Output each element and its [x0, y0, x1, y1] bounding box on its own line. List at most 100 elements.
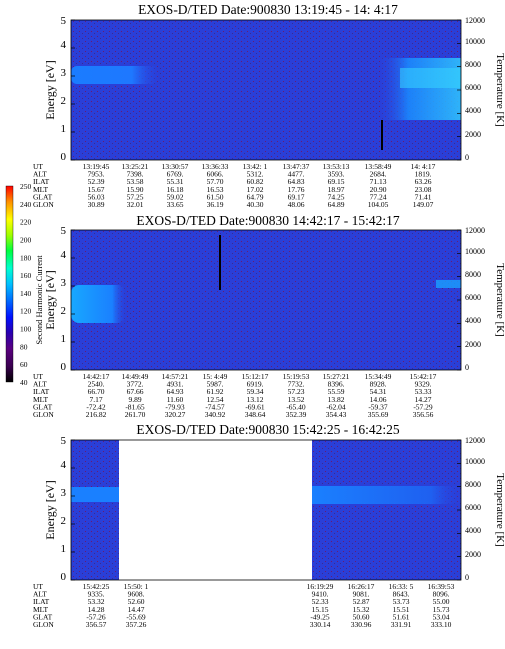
- tick-label: 1: [61, 333, 67, 345]
- table-cell: 53.73: [393, 597, 410, 606]
- table-cell: 71.41: [415, 192, 432, 201]
- colorbar-tick: 100: [20, 325, 32, 334]
- tick-label: 4: [61, 39, 67, 51]
- tick-label: 4: [61, 249, 67, 261]
- table-cell: 59.34: [247, 387, 264, 396]
- panel-3-energy-axis: 0 1 2 3 4 5 Energy [eV]: [43, 435, 67, 583]
- tick-label: 6000: [465, 83, 481, 92]
- table-cell: 55.00: [433, 597, 450, 606]
- tick-label: 3: [61, 487, 67, 499]
- tick-label: 0: [61, 361, 67, 373]
- table-cell: 23.08: [415, 185, 432, 194]
- table-cell: 13:53:13: [323, 162, 350, 171]
- table-cell: 4477.: [288, 170, 305, 179]
- table-cell: 355.69: [368, 410, 389, 419]
- row-label: GLON: [33, 200, 54, 209]
- table-cell: 32.01: [127, 200, 144, 209]
- table-cell: 15:42:17: [410, 372, 437, 381]
- table-cell: -59.37: [368, 402, 388, 411]
- tick-label: 1: [61, 543, 67, 555]
- row-label: ILAT: [33, 177, 50, 186]
- table-cell: 18.97: [328, 185, 345, 194]
- table-cell: 9.89: [128, 395, 141, 404]
- table-cell: 15:27:21: [323, 372, 350, 381]
- tick-label: 0: [465, 573, 469, 582]
- table-cell: 331.91: [391, 620, 412, 629]
- table-cell: 69.15: [328, 177, 345, 186]
- table-cell: 16:33: 5: [389, 582, 414, 591]
- table-cell: 15.15: [312, 605, 329, 614]
- tick-label: 2000: [465, 130, 481, 139]
- table-cell: 13:47:37: [283, 162, 310, 171]
- table-cell: -81.65: [125, 402, 145, 411]
- table-cell: 17.76: [288, 185, 305, 194]
- table-cell: 15:19:53: [283, 372, 310, 381]
- colorbar-tick: 60: [20, 360, 28, 369]
- panel-2: EXOS-D/TED Date:900830 14:42:17 - 15:42:…: [33, 213, 505, 419]
- table-cell: 9329.: [415, 380, 432, 389]
- table-cell: 13:25:21: [122, 162, 149, 171]
- table-cell: 357.26: [126, 620, 147, 629]
- panel-3-band-left: [71, 487, 119, 502]
- table-cell: 77.24: [370, 192, 387, 201]
- table-cell: 52.87: [353, 597, 370, 606]
- table-cell: 14:42:17: [83, 372, 110, 381]
- row-label: GLAT: [33, 192, 53, 201]
- table-cell: 66.70: [88, 387, 105, 396]
- table-cell: 9081.: [353, 590, 370, 599]
- table-cell: 7732.: [288, 380, 305, 389]
- table-cell: 149.07: [413, 200, 434, 209]
- table-cell: 64.79: [247, 192, 264, 201]
- table-cell: 340.92: [205, 410, 226, 419]
- table-cell: 1819.: [415, 170, 432, 179]
- table-cell: -49.25: [310, 612, 330, 621]
- table-cell: 14:57:21: [162, 372, 189, 381]
- table-cell: 20.90: [370, 185, 387, 194]
- table-cell: -55.69: [126, 612, 146, 621]
- panel-2-title: EXOS-D/TED Date:900830 14:42:17 - 15:42:…: [136, 213, 399, 228]
- table-cell: 71.13: [370, 177, 387, 186]
- tick-label: 10000: [465, 37, 485, 46]
- table-cell: 16.18: [167, 185, 184, 194]
- table-cell: 14.28: [88, 605, 105, 614]
- table-cell: 13.82: [328, 395, 345, 404]
- table-cell: 8396.: [328, 380, 345, 389]
- table-cell: -74.57: [205, 402, 225, 411]
- table-cell: 11.60: [167, 395, 184, 404]
- row-label: ALT: [33, 170, 47, 179]
- colorbar-label: Second Harmonic Current: [34, 255, 44, 345]
- table-cell: 8096.: [433, 590, 450, 599]
- table-cell: 40.30: [247, 200, 264, 209]
- panel-2-temp-axis: 0 2000 4000 6000 8000 10000 12000 Temper…: [465, 226, 505, 372]
- tick-label: 3: [61, 277, 67, 289]
- colorbar-tick: 120: [20, 307, 32, 316]
- table-cell: 48.06: [288, 200, 305, 209]
- table-cell: -65.40: [286, 402, 306, 411]
- tick-label: 2: [61, 515, 67, 527]
- table-cell: 15:34:49: [365, 372, 392, 381]
- table-cell: 36.19: [207, 200, 224, 209]
- panel-1-temp-axis: 0 2000 4000 6000 8000 10000 12000 Temper…: [465, 16, 505, 162]
- table-cell: 15.32: [353, 605, 370, 614]
- row-label: ALT: [33, 380, 47, 389]
- table-cell: 6919.: [247, 380, 264, 389]
- table-cell: 17.02: [247, 185, 264, 194]
- table-cell: 53.33: [415, 387, 432, 396]
- table-cell: 64.93: [167, 387, 184, 396]
- y-axis-label: Energy [eV]: [43, 480, 57, 539]
- table-cell: 261.70: [125, 410, 146, 419]
- table-cell: 7953.: [88, 170, 105, 179]
- tick-label: 4: [61, 459, 67, 471]
- tick-label: 1: [61, 123, 67, 135]
- table-cell: 57.23: [288, 387, 305, 396]
- table-cell: 50.60: [353, 612, 370, 621]
- table-cell: 3772.: [127, 380, 144, 389]
- row-label: ILAT: [33, 597, 50, 606]
- table-cell: 61.92: [207, 387, 224, 396]
- table-cell: 7398.: [127, 170, 144, 179]
- table-cell: 59.02: [167, 192, 184, 201]
- table-cell: 13:58:49: [365, 162, 392, 171]
- table-cell: 216.82: [86, 410, 107, 419]
- table-cell: -72.42: [86, 402, 106, 411]
